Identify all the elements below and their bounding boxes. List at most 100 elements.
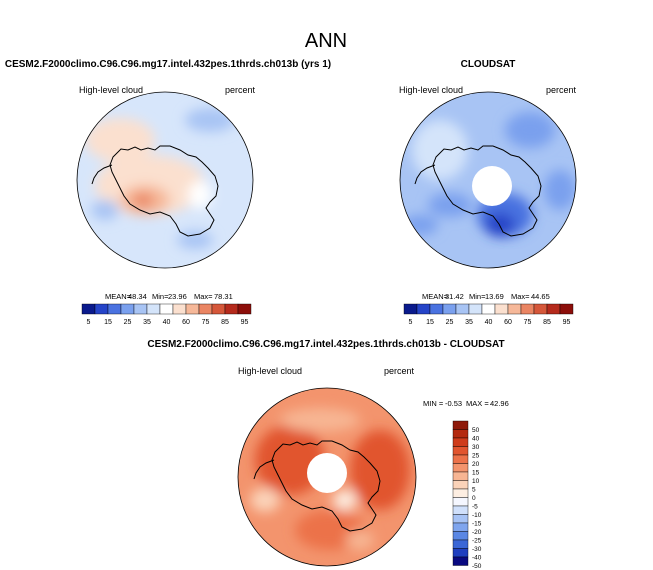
panel-diff-title: CESM2.F2000climo.C96.C96.mg17.intel.432p… <box>147 339 504 350</box>
panel-model-stats: MEAN= 48.34 Min= 23.96 Max= 78.31 <box>105 292 233 301</box>
panel-diff-map <box>238 388 416 566</box>
colorbar-tick-label: -30 <box>472 546 482 553</box>
colorbar-tick-label: 10 <box>472 478 480 485</box>
colorbar-swatch <box>546 303 561 315</box>
colorbar-swatch <box>481 303 496 315</box>
svg-text:42.96: 42.96 <box>490 399 509 408</box>
colorbar-tick-label: 40 <box>472 436 480 443</box>
colorbar-swatch <box>452 480 469 490</box>
colorbar-swatch <box>452 488 469 498</box>
panel-model-variable: High-level cloud <box>79 85 143 95</box>
colorbar-tick-label: 25 <box>472 453 480 460</box>
panel-diff-stats: MIN = -0.53 MAX = 42.96 <box>423 399 509 408</box>
colorbar-swatch <box>237 303 252 315</box>
colorbar-swatch <box>185 303 200 315</box>
colorbar-tick-label: 25 <box>124 319 132 326</box>
colorbar-swatch <box>452 522 469 532</box>
colorbar-tick-label: 35 <box>143 319 151 326</box>
colorbar-swatch <box>133 303 148 315</box>
colorbar-tick-label: 95 <box>241 319 249 326</box>
colorbar-tick-label: 15 <box>426 319 434 326</box>
colorbar-swatch <box>452 497 469 507</box>
panel-diff-variable: High-level cloud <box>238 366 302 376</box>
colorbar-swatch <box>107 303 122 315</box>
colorbar-swatch <box>429 303 444 315</box>
colorbar-swatch <box>452 437 469 447</box>
colorbar-tick-label: 30 <box>472 444 480 451</box>
panel-model-title: CESM2.F2000climo.C96.C96.mg17.intel.432p… <box>5 59 331 70</box>
colorbar-swatch <box>403 303 418 315</box>
panel-model: CESM2.F2000climo.C96.C96.mg17.intel.432p… <box>5 59 331 326</box>
panel-obs-coastline <box>432 145 542 237</box>
svg-text:-0.53: -0.53 <box>445 399 462 408</box>
panel-obs-variable: High-level cloud <box>399 85 463 95</box>
figure-title: ANN <box>305 30 347 52</box>
colorbar-swatch <box>452 548 469 558</box>
panel-model-units: percent <box>225 85 256 95</box>
colorbar-swatch <box>146 303 161 315</box>
panel-obs-map <box>400 92 576 268</box>
colorbar-tick-label: 15 <box>472 470 480 477</box>
colorbar-swatch <box>198 303 213 315</box>
colorbar-tick-label: 60 <box>504 319 512 326</box>
colorbar-tick-label: -40 <box>472 555 482 562</box>
colorbar-tick-label: 85 <box>221 319 229 326</box>
colorbar-swatch <box>224 303 239 315</box>
colorbar-tick-label: -5 <box>472 504 478 511</box>
svg-text:MEAN=: MEAN= <box>422 292 449 301</box>
panel-diff: CESM2.F2000climo.C96.C96.mg17.intel.432p… <box>147 339 508 570</box>
colorbar-swatch <box>452 505 469 515</box>
colorbar-swatch <box>172 303 187 315</box>
colorbar-swatch <box>442 303 457 315</box>
colorbar-tick-label: 75 <box>202 319 210 326</box>
panel-obs-units: percent <box>546 85 577 95</box>
colorbar-swatch <box>211 303 226 315</box>
colorbar-tick-label: 0 <box>472 495 476 502</box>
colorbar-tick-label: 95 <box>563 319 571 326</box>
colorbar-swatch <box>452 556 469 566</box>
panel-obs-stats: MEAN= 31.42 Min= 13.69 Max= 44.65 <box>422 292 550 301</box>
colorbar-swatch <box>559 303 574 315</box>
colorbar-swatch <box>452 531 469 541</box>
panel-diff-coastline <box>271 440 381 532</box>
colorbar-swatch <box>507 303 522 315</box>
svg-text:Min=: Min= <box>469 292 486 301</box>
svg-text:Max=: Max= <box>194 292 213 301</box>
colorbar-swatch <box>452 539 469 549</box>
svg-text:48.34: 48.34 <box>128 292 147 301</box>
panel-diff-units: percent <box>384 366 415 376</box>
colorbar-tick-label: 75 <box>524 319 532 326</box>
colorbar-swatch <box>416 303 431 315</box>
colorbar-swatch <box>455 303 470 315</box>
colorbar-swatch <box>452 420 469 430</box>
panel-obs-title: CLOUDSAT <box>461 59 516 70</box>
colorbar-tick-label: 15 <box>104 319 112 326</box>
svg-text:78.31: 78.31 <box>214 292 233 301</box>
svg-text:31.42: 31.42 <box>445 292 464 301</box>
colorbar-swatch <box>120 303 135 315</box>
colorbar-tick-label: -10 <box>472 512 482 519</box>
colorbar-tick-label: 40 <box>485 319 493 326</box>
colorbar-swatch <box>81 303 96 315</box>
colorbar-swatch <box>452 454 469 464</box>
panel-model-map <box>77 92 253 268</box>
colorbar-swatch <box>494 303 509 315</box>
svg-text:13.69: 13.69 <box>485 292 504 301</box>
colorbar-tick-label: 5 <box>87 319 91 326</box>
colorbar-tick-label: 35 <box>465 319 473 326</box>
svg-text:MEAN=: MEAN= <box>105 292 132 301</box>
svg-text:23.96: 23.96 <box>168 292 187 301</box>
colorbar-tick-label: 85 <box>543 319 551 326</box>
colorbar-swatch <box>520 303 535 315</box>
colorbar-tick-label: 25 <box>446 319 454 326</box>
colorbar-swatch <box>452 514 469 524</box>
panel-obs-colorbar: 5 15 25 35 40 60 75 85 95 <box>403 303 574 326</box>
colorbar-tick-label: 20 <box>472 461 480 468</box>
colorbar-swatch <box>452 471 469 481</box>
colorbar-swatch <box>468 303 483 315</box>
colorbar-tick-label: -25 <box>472 538 482 545</box>
colorbar-tick-label: -20 <box>472 529 482 536</box>
colorbar-tick-label: 5 <box>409 319 413 326</box>
panel-model-colorbar: 5 15 25 35 40 60 75 85 95 <box>81 303 252 326</box>
